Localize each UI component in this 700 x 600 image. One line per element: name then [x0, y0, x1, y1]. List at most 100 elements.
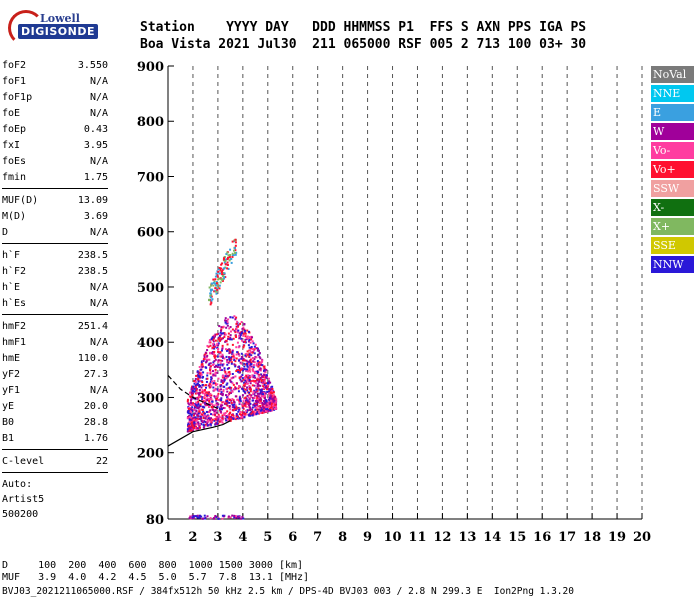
echo-point: [225, 319, 228, 322]
echo-point: [209, 396, 212, 399]
echo-point: [251, 410, 254, 413]
logo-text-digisonde: DIGISONDE: [18, 24, 98, 39]
tick-label-y: 300: [137, 391, 164, 406]
echo-point: [224, 402, 227, 405]
echo-point: [211, 346, 214, 349]
echo-point: [220, 355, 223, 358]
echo-point: [210, 376, 213, 379]
echo-point: [198, 425, 201, 428]
echo-point: [263, 405, 266, 408]
echo-point: [187, 424, 190, 427]
echo-point: [221, 355, 224, 358]
echo-point: [193, 387, 196, 390]
param-value: N/A: [89, 385, 108, 396]
echo-point: [243, 390, 246, 393]
echo-point: [228, 406, 231, 409]
echo-point: [224, 370, 227, 373]
echo-point: [223, 369, 226, 372]
echo-point: [223, 414, 226, 417]
echo-point: [270, 390, 273, 393]
echo-point: [210, 403, 213, 406]
param-value: 20.0: [83, 401, 108, 412]
echo-point: [196, 383, 199, 386]
echo-point: [215, 421, 218, 424]
echo-point: [241, 369, 244, 372]
echo-point: [243, 323, 246, 326]
echo-point: [267, 385, 270, 388]
param-separator: [2, 472, 108, 473]
echo-point: [243, 411, 246, 414]
param-value: 110.0: [77, 353, 108, 364]
echo-point: [254, 379, 257, 382]
echo-point: [265, 410, 268, 413]
tick-label-y: 200: [137, 447, 164, 462]
echo-point: [238, 398, 241, 401]
echo-point: [247, 370, 250, 373]
tick-label-x: 2: [188, 530, 197, 545]
echo-point: [248, 406, 251, 409]
echo-point: [223, 272, 226, 275]
echo-point: [243, 329, 246, 332]
echo-point: [195, 404, 198, 407]
echo-point: [252, 413, 255, 416]
echo-point: [212, 281, 215, 284]
echo-point: [240, 375, 243, 378]
echo-point: [269, 409, 272, 412]
echo-point: [263, 400, 266, 403]
echo-point: [209, 372, 212, 375]
echo-point: [257, 412, 260, 415]
echo-point: [217, 332, 220, 335]
param-value: N/A: [89, 337, 108, 348]
echo-point: [256, 360, 259, 363]
echo-point: [212, 343, 215, 346]
echo-point: [244, 392, 247, 395]
echo-point: [223, 407, 226, 410]
echo-point: [265, 382, 268, 385]
echo-point: [190, 388, 193, 391]
echo-point: [225, 375, 228, 378]
echo-point: [209, 362, 212, 365]
echo-point: [189, 412, 192, 415]
echo-point: [243, 365, 246, 368]
echo-point: [226, 267, 229, 270]
echo-point: [208, 341, 211, 344]
echo-point: [209, 423, 212, 426]
echo-point: [248, 346, 251, 349]
echo-point: [257, 365, 260, 368]
echo-point: [221, 273, 224, 276]
echo-point: [234, 375, 237, 378]
echo-point: [261, 411, 264, 414]
echo-point: [259, 411, 262, 414]
echo-point: [192, 403, 195, 406]
echo-point: [213, 360, 216, 363]
echo-point: [238, 332, 241, 335]
echo-point: [196, 414, 199, 417]
echo-point: [259, 361, 262, 364]
echo-point: [259, 399, 262, 402]
echo-point: [201, 365, 204, 368]
echo-point: [271, 400, 274, 403]
echo-point: [248, 362, 251, 365]
echo-point: [199, 395, 202, 398]
tick-label-x: 12: [433, 530, 451, 545]
echo-point: [229, 516, 232, 519]
echo-point: [224, 276, 227, 279]
echo-point: [241, 377, 244, 380]
echo-point: [214, 282, 217, 285]
echo-point: [224, 319, 227, 322]
echo-point: [245, 405, 248, 408]
echo-point: [210, 413, 213, 416]
echo-point: [197, 380, 200, 383]
echo-point: [212, 278, 215, 281]
echo-point: [194, 418, 197, 421]
echo-point: [255, 379, 258, 382]
echo-point: [209, 289, 212, 292]
echo-point: [192, 402, 195, 405]
echo-point: [238, 385, 241, 388]
echo-point: [223, 385, 226, 388]
echo-point: [244, 382, 247, 385]
echo-point: [191, 385, 194, 388]
echo-point: [202, 371, 205, 374]
echo-point: [218, 420, 221, 423]
echo-point: [198, 389, 201, 392]
